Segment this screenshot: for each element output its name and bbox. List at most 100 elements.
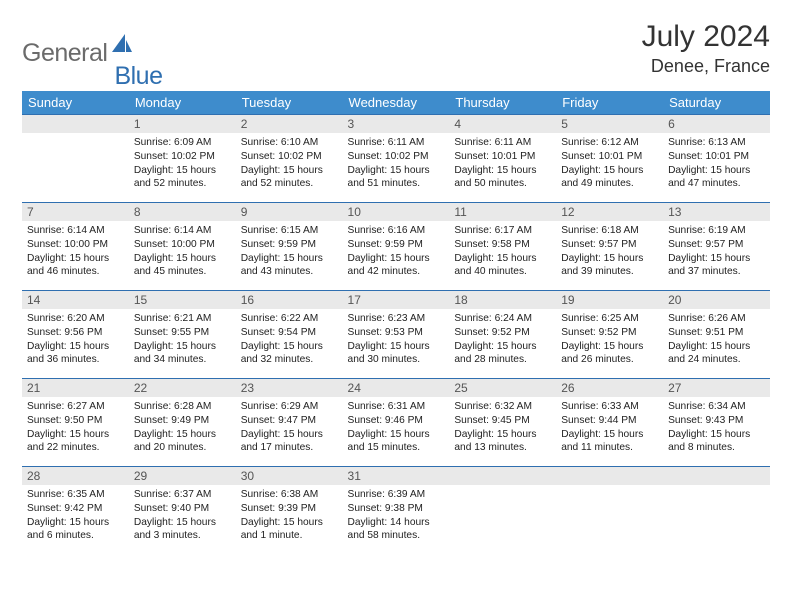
day-cell: 1Sunrise: 6:09 AMSunset: 10:02 PMDayligh… [129, 115, 236, 203]
daylight-text: Daylight: 15 hours and 17 minutes. [241, 428, 338, 456]
day-cell: 15Sunrise: 6:21 AMSunset: 9:55 PMDayligh… [129, 291, 236, 379]
day-details: Sunrise: 6:17 AMSunset: 9:58 PMDaylight:… [449, 221, 556, 283]
brand-text-general: General [22, 39, 107, 68]
day-details: Sunrise: 6:27 AMSunset: 9:50 PMDaylight:… [22, 397, 129, 459]
day-number [556, 467, 663, 485]
day-details: Sunrise: 6:37 AMSunset: 9:40 PMDaylight:… [129, 485, 236, 547]
sunrise-text: Sunrise: 6:11 AM [348, 136, 445, 150]
calendar-table: Sunday Monday Tuesday Wednesday Thursday… [22, 91, 770, 555]
daylight-text: Daylight: 15 hours and 36 minutes. [27, 340, 124, 368]
daylight-text: Daylight: 15 hours and 52 minutes. [241, 164, 338, 192]
sunset-text: Sunset: 10:02 PM [348, 150, 445, 164]
day-number: 16 [236, 291, 343, 309]
day-number: 20 [663, 291, 770, 309]
title-block: July 2024 Denee, France [642, 20, 770, 77]
day-cell: 20Sunrise: 6:26 AMSunset: 9:51 PMDayligh… [663, 291, 770, 379]
day-number: 17 [343, 291, 450, 309]
day-details: Sunrise: 6:35 AMSunset: 9:42 PMDaylight:… [22, 485, 129, 547]
sunrise-text: Sunrise: 6:38 AM [241, 488, 338, 502]
sunset-text: Sunset: 9:49 PM [134, 414, 231, 428]
weekday-header: Sunday [22, 91, 129, 115]
day-number: 1 [129, 115, 236, 133]
sunrise-text: Sunrise: 6:12 AM [561, 136, 658, 150]
day-cell: 17Sunrise: 6:23 AMSunset: 9:53 PMDayligh… [343, 291, 450, 379]
day-cell: 28Sunrise: 6:35 AMSunset: 9:42 PMDayligh… [22, 467, 129, 555]
day-details: Sunrise: 6:18 AMSunset: 9:57 PMDaylight:… [556, 221, 663, 283]
day-cell: 25Sunrise: 6:32 AMSunset: 9:45 PMDayligh… [449, 379, 556, 467]
sunset-text: Sunset: 9:57 PM [668, 238, 765, 252]
day-cell: 22Sunrise: 6:28 AMSunset: 9:49 PMDayligh… [129, 379, 236, 467]
weekday-header: Friday [556, 91, 663, 115]
sunrise-text: Sunrise: 6:11 AM [454, 136, 551, 150]
day-details: Sunrise: 6:26 AMSunset: 9:51 PMDaylight:… [663, 309, 770, 371]
daylight-text: Daylight: 15 hours and 13 minutes. [454, 428, 551, 456]
sunrise-text: Sunrise: 6:18 AM [561, 224, 658, 238]
sunset-text: Sunset: 9:58 PM [454, 238, 551, 252]
sunrise-text: Sunrise: 6:31 AM [348, 400, 445, 414]
sunrise-text: Sunrise: 6:28 AM [134, 400, 231, 414]
daylight-text: Daylight: 15 hours and 24 minutes. [668, 340, 765, 368]
day-number: 27 [663, 379, 770, 397]
day-details: Sunrise: 6:24 AMSunset: 9:52 PMDaylight:… [449, 309, 556, 371]
day-cell: 27Sunrise: 6:34 AMSunset: 9:43 PMDayligh… [663, 379, 770, 467]
daylight-text: Daylight: 15 hours and 34 minutes. [134, 340, 231, 368]
day-details: Sunrise: 6:14 AMSunset: 10:00 PMDaylight… [22, 221, 129, 283]
day-number: 19 [556, 291, 663, 309]
sunset-text: Sunset: 10:02 PM [134, 150, 231, 164]
daylight-text: Daylight: 14 hours and 58 minutes. [348, 516, 445, 544]
day-number: 3 [343, 115, 450, 133]
day-number: 6 [663, 115, 770, 133]
sunset-text: Sunset: 9:45 PM [454, 414, 551, 428]
day-number: 7 [22, 203, 129, 221]
day-cell: 12Sunrise: 6:18 AMSunset: 9:57 PMDayligh… [556, 203, 663, 291]
day-cell: 30Sunrise: 6:38 AMSunset: 9:39 PMDayligh… [236, 467, 343, 555]
day-cell: 9Sunrise: 6:15 AMSunset: 9:59 PMDaylight… [236, 203, 343, 291]
sunset-text: Sunset: 10:02 PM [241, 150, 338, 164]
day-number: 14 [22, 291, 129, 309]
sunrise-text: Sunrise: 6:10 AM [241, 136, 338, 150]
day-number: 23 [236, 379, 343, 397]
day-cell: 7Sunrise: 6:14 AMSunset: 10:00 PMDayligh… [22, 203, 129, 291]
sunset-text: Sunset: 10:00 PM [134, 238, 231, 252]
day-details: Sunrise: 6:11 AMSunset: 10:01 PMDaylight… [449, 133, 556, 195]
sunset-text: Sunset: 9:38 PM [348, 502, 445, 516]
sunset-text: Sunset: 9:46 PM [348, 414, 445, 428]
day-details: Sunrise: 6:15 AMSunset: 9:59 PMDaylight:… [236, 221, 343, 283]
sunset-text: Sunset: 9:59 PM [348, 238, 445, 252]
day-number: 4 [449, 115, 556, 133]
day-cell: 5Sunrise: 6:12 AMSunset: 10:01 PMDayligh… [556, 115, 663, 203]
sunset-text: Sunset: 9:54 PM [241, 326, 338, 340]
week-row: 7Sunrise: 6:14 AMSunset: 10:00 PMDayligh… [22, 203, 770, 291]
day-details: Sunrise: 6:12 AMSunset: 10:01 PMDaylight… [556, 133, 663, 195]
daylight-text: Daylight: 15 hours and 43 minutes. [241, 252, 338, 280]
sunset-text: Sunset: 9:56 PM [27, 326, 124, 340]
day-details: Sunrise: 6:14 AMSunset: 10:00 PMDaylight… [129, 221, 236, 283]
sunrise-text: Sunrise: 6:35 AM [27, 488, 124, 502]
day-cell [22, 115, 129, 203]
day-details: Sunrise: 6:22 AMSunset: 9:54 PMDaylight:… [236, 309, 343, 371]
weekday-header: Thursday [449, 91, 556, 115]
day-number: 5 [556, 115, 663, 133]
daylight-text: Daylight: 15 hours and 52 minutes. [134, 164, 231, 192]
day-cell: 4Sunrise: 6:11 AMSunset: 10:01 PMDayligh… [449, 115, 556, 203]
sunrise-text: Sunrise: 6:14 AM [134, 224, 231, 238]
week-row: 21Sunrise: 6:27 AMSunset: 9:50 PMDayligh… [22, 379, 770, 467]
day-number: 9 [236, 203, 343, 221]
day-cell: 3Sunrise: 6:11 AMSunset: 10:02 PMDayligh… [343, 115, 450, 203]
day-details: Sunrise: 6:34 AMSunset: 9:43 PMDaylight:… [663, 397, 770, 459]
day-cell: 2Sunrise: 6:10 AMSunset: 10:02 PMDayligh… [236, 115, 343, 203]
month-title: July 2024 [642, 20, 770, 54]
weekday-header: Wednesday [343, 91, 450, 115]
daylight-text: Daylight: 15 hours and 37 minutes. [668, 252, 765, 280]
day-details: Sunrise: 6:28 AMSunset: 9:49 PMDaylight:… [129, 397, 236, 459]
daylight-text: Daylight: 15 hours and 50 minutes. [454, 164, 551, 192]
day-number: 26 [556, 379, 663, 397]
sunset-text: Sunset: 9:57 PM [561, 238, 658, 252]
location-label: Denee, France [642, 56, 770, 77]
day-details: Sunrise: 6:16 AMSunset: 9:59 PMDaylight:… [343, 221, 450, 283]
weekday-header: Monday [129, 91, 236, 115]
day-number: 10 [343, 203, 450, 221]
page-header: General Blue July 2024 Denee, France [22, 20, 770, 79]
day-number: 21 [22, 379, 129, 397]
day-number: 24 [343, 379, 450, 397]
